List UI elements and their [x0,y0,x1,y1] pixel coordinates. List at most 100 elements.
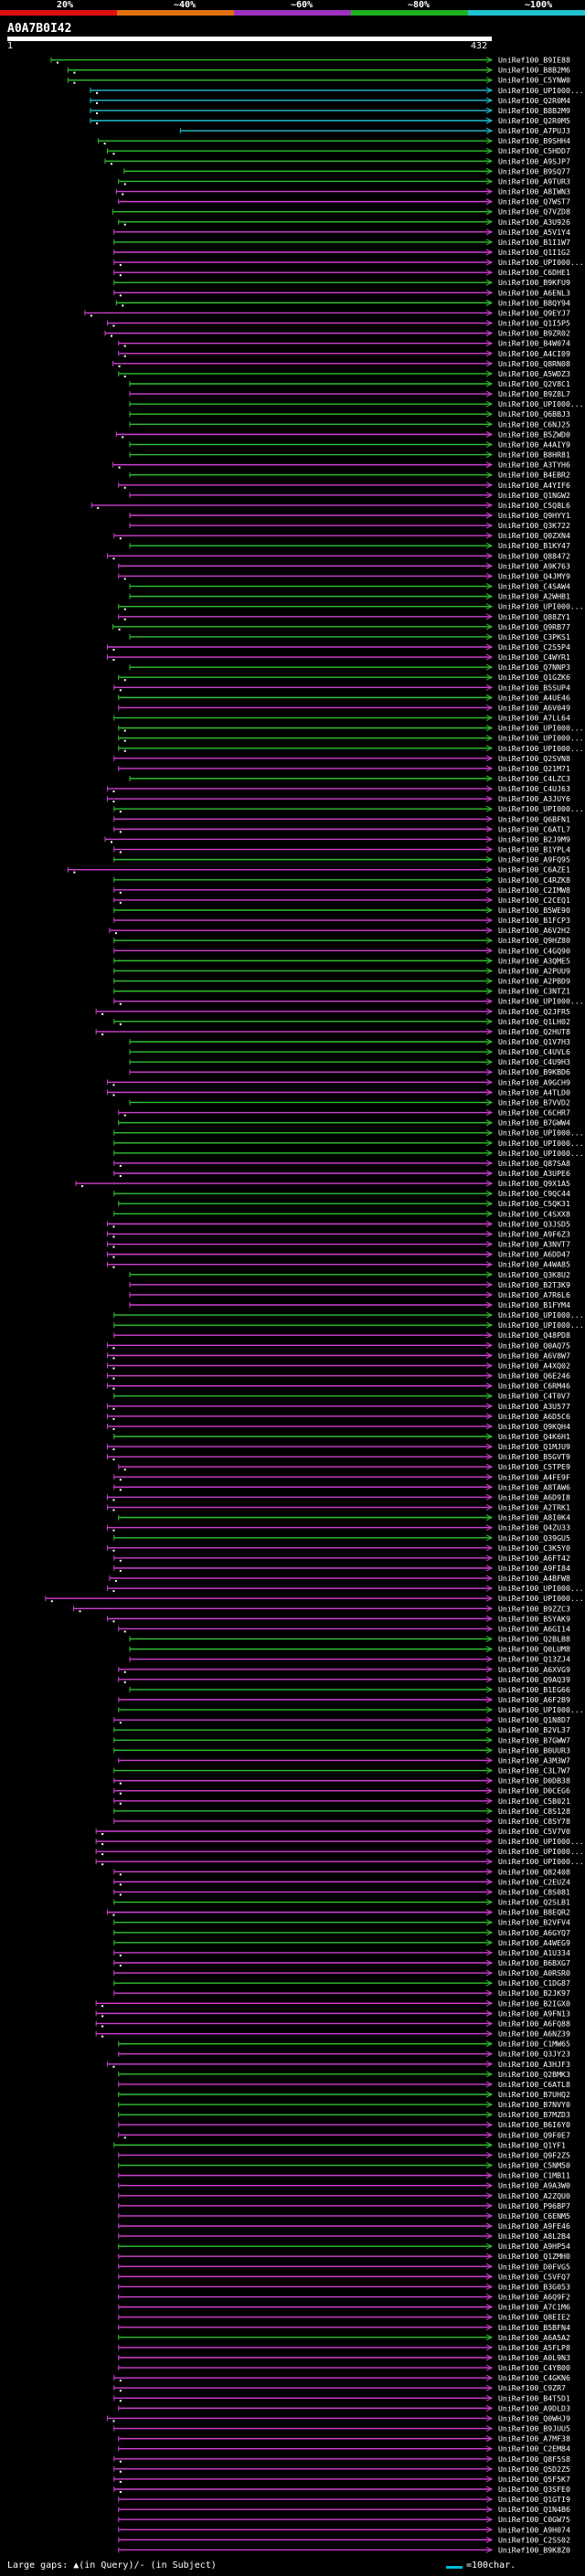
hit-row[interactable]: UniRef100_B7VVD2 [129,1097,570,1107]
hit-label[interactable]: UniRef100_C3NTZ1 [498,987,570,996]
hit-row[interactable]: UniRef100_C5TPE9 [118,1462,570,1471]
hit-row[interactable]: UniRef100_B9SHH4 [98,136,570,145]
hit-row[interactable]: UniRef100_A4FE9F [113,1472,570,1481]
hit-row[interactable]: UniRef100_A7LL64 [113,714,570,723]
hit-row[interactable]: UniRef100_Q5F5K7 [113,2475,570,2484]
hit-row[interactable]: UniRef100_A9TUR3 [118,176,570,186]
hit-row[interactable]: UniRef100_A2PUU9 [113,966,570,975]
hit-label[interactable]: UniRef100_A8L2B4 [498,2231,570,2241]
hit-label[interactable]: UniRef100_A6DD47 [498,1250,570,1259]
hit-row[interactable]: UniRef100_Q1NGW2 [129,491,570,500]
hit-row[interactable]: UniRef100_B7UHQ2 [118,2090,570,2099]
hit-label[interactable]: UniRef100_A9FI84 [498,1564,570,1573]
hit-label[interactable]: UniRef100_A6GYQ7 [498,1928,570,1937]
hit-label[interactable]: UniRef100_B2IGX0 [498,1998,570,2008]
hit-row[interactable]: UniRef100_Q1N8D7 [113,1715,570,1724]
hit-label[interactable]: UniRef100_A2TRK1 [498,1503,570,1512]
hit-row[interactable]: UniRef100_B8EQR2 [106,1908,570,1917]
hit-row[interactable]: UniRef100_UPI000... [95,1837,584,1846]
hit-row[interactable]: UniRef100_Q7VZD8 [112,207,570,217]
hit-row[interactable]: UniRef100_UPI000... [118,602,584,611]
hit-label[interactable]: UniRef100_Q0LUM8 [498,1645,570,1654]
hit-label[interactable]: UniRef100_C1MW65 [498,2040,570,2049]
hit-label[interactable]: UniRef100_UPI000... [498,744,584,753]
hit-label[interactable]: UniRef100_B9IE88 [498,56,570,65]
hit-row[interactable]: UniRef100_Q2HUT8 [95,1027,570,1036]
hit-label[interactable]: UniRef100_C6ATL8 [498,2080,570,2089]
hit-label[interactable]: UniRef100_B7GWW7 [498,1735,570,1744]
hit-row[interactable]: UniRef100_A6NZ39 [95,2030,570,2039]
hit-row[interactable]: UniRef100_C4GKN6 [113,2373,570,2382]
hit-row[interactable]: UniRef100_B9Z8L7 [129,389,570,398]
hit-row[interactable]: UniRef100_Q6BBJ3 [129,409,570,419]
hit-label[interactable]: UniRef100_UPI000... [498,1594,584,1603]
hit-row[interactable]: UniRef100_A9K763 [118,561,570,570]
hit-row[interactable]: UniRef100_Q4K6H1 [113,1432,570,1441]
hit-label[interactable]: UniRef100_A4BFW8 [498,1574,570,1583]
hit-row[interactable]: UniRef100_C6NJ25 [129,419,570,429]
hit-row[interactable]: UniRef100_Q2BMK3 [118,2070,570,2079]
hit-row[interactable]: UniRef100_Q2JFR5 [95,1007,570,1016]
hit-label[interactable]: UniRef100_Q13ZJ4 [498,1655,570,1664]
hit-label[interactable]: UniRef100_C4U9H3 [498,1057,570,1066]
hit-row[interactable]: UniRef100_B7GWW4 [118,1118,570,1128]
hit-label[interactable]: UniRef100_A7MF38 [498,2434,570,2443]
hit-row[interactable]: UniRef100_Q1I5P5 [106,319,570,328]
hit-row[interactable]: UniRef100_C8SY78 [113,1817,570,1826]
hit-label[interactable]: UniRef100_Q1ZMH0 [498,2252,570,2261]
hit-label[interactable]: UniRef100_C6DHE1 [498,268,570,277]
hit-label[interactable]: UniRef100_C2EUZ4 [498,1877,570,1886]
hit-row[interactable]: UniRef100_Q88ZY1 [118,612,570,621]
hit-row[interactable]: UniRef100_UPI000... [113,1139,584,1148]
hit-label[interactable]: UniRef100_Q7VZD8 [498,207,570,217]
hit-label[interactable]: UniRef100_D0CEG6 [498,1786,570,1796]
hit-row[interactable]: UniRef100_B9ZZC3 [73,1604,570,1613]
hit-row[interactable]: UniRef100_A9F6Z3 [106,1229,570,1238]
hit-label[interactable]: UniRef100_B2T3K9 [498,1280,570,1289]
hit-row[interactable]: UniRef100_A3TYH6 [112,461,570,470]
hit-row[interactable]: UniRef100_A3QME5 [113,956,570,965]
hit-label[interactable]: UniRef100_UPI000... [498,1584,584,1593]
hit-label[interactable]: UniRef100_C6RM46 [498,1382,570,1391]
hit-label[interactable]: UniRef100_Q7WST7 [498,197,570,207]
hit-label[interactable]: UniRef100_B4EBR2 [498,471,570,480]
hit-row[interactable]: UniRef100_A7C1M6 [118,2303,570,2312]
hit-row[interactable]: UniRef100_UPI000... [113,1320,584,1330]
hit-label[interactable]: UniRef100_UPI000... [498,258,584,267]
hit-label[interactable]: UniRef100_C2S5P4 [498,642,570,652]
hit-label[interactable]: UniRef100_Q4K6H1 [498,1432,570,1441]
hit-row[interactable]: UniRef100_B1I1W7 [113,238,570,247]
hit-row[interactable]: UniRef100_C4UVL6 [129,1047,570,1056]
hit-row[interactable]: UniRef100_B2VL37 [113,1725,570,1734]
hit-row[interactable]: UniRef100_Q2SVN8 [113,754,570,763]
hit-row[interactable]: UniRef100_B8HR81 [129,451,570,460]
hit-label[interactable]: UniRef100_A3UPE6 [498,1169,570,1178]
hit-label[interactable]: UniRef100_UPI000... [498,602,584,611]
hit-label[interactable]: UniRef100_Q88472 [498,551,570,560]
hit-label[interactable]: UniRef100_B4W074 [498,339,570,348]
hit-row[interactable]: UniRef100_A9DLD3 [118,2403,570,2412]
hit-label[interactable]: UniRef100_A9HP54 [498,2242,570,2251]
hit-label[interactable]: UniRef100_Q7NNP3 [498,663,570,672]
hit-label[interactable]: UniRef100_C5V7V0 [498,1827,570,1836]
hit-label[interactable]: UniRef100_Q2BMK3 [498,2070,570,2079]
hit-label[interactable]: UniRef100_Q82408 [498,1867,570,1876]
hit-label[interactable]: UniRef100_Q3JY23 [498,2050,570,2059]
hit-row[interactable]: UniRef100_A4CI09 [118,349,570,358]
hit-label[interactable]: UniRef100_A6Q9F2 [498,2293,570,2302]
hit-label[interactable]: UniRef100_A4WEG9 [498,1938,570,1947]
hit-label[interactable]: UniRef100_B8B2M6 [498,66,570,75]
hit-label[interactable]: UniRef100_B9SHH4 [498,136,570,145]
hit-row[interactable]: UniRef100_C2EM84 [118,2444,570,2454]
hit-row[interactable]: UniRef100_A3UPE6 [113,1169,570,1178]
hit-label[interactable]: UniRef100_Q2BLB8 [498,1635,570,1644]
hit-row[interactable]: UniRef100_A6FT42 [113,1553,570,1563]
hit-label[interactable]: UniRef100_Q9X1A5 [498,1179,570,1188]
hit-row[interactable]: UniRef100_UPI000... [118,724,584,733]
hit-label[interactable]: UniRef100_A6D5C6 [498,1412,570,1421]
hit-row[interactable]: UniRef100_A9FE46 [118,2221,570,2231]
hit-row[interactable]: UniRef100_A9HP54 [118,2242,570,2251]
hit-label[interactable]: UniRef100_A8TAW6 [498,1482,570,1491]
hit-label[interactable]: UniRef100_C5QK31 [498,1199,570,1208]
hit-label[interactable]: UniRef100_C1MB11 [498,2171,570,2180]
